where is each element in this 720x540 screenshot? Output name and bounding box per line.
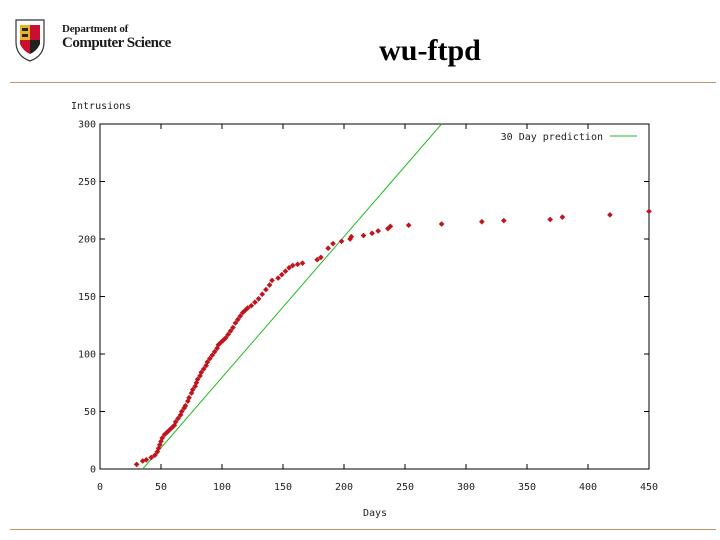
y-tick-label: 50 (84, 407, 96, 418)
data-point (209, 352, 216, 358)
data-point (200, 366, 207, 372)
slide-header: Department of Computer Science wu-ftpd (0, 0, 720, 84)
data-point (263, 286, 269, 293)
data-point (282, 268, 289, 275)
data-point (259, 291, 266, 298)
data-point (133, 461, 140, 468)
data-point (500, 217, 507, 224)
data-point (194, 376, 201, 383)
data-point (646, 208, 652, 215)
footer-divider (10, 529, 716, 530)
data-point (186, 394, 192, 401)
x-tick-label: 50 (155, 482, 167, 493)
data-point (159, 435, 166, 441)
department-line-2: Computer Science (62, 35, 171, 51)
data-point (227, 328, 234, 334)
data-point (198, 369, 205, 376)
data-point (559, 214, 566, 220)
x-tick-label: 300 (457, 482, 475, 493)
x-tick-label: 150 (274, 482, 292, 493)
data-point (172, 419, 179, 425)
x-tick-label: 200 (335, 482, 353, 493)
data-point (338, 238, 345, 245)
data-point (232, 320, 239, 326)
x-tick-label: 0 (97, 482, 103, 493)
data-point (222, 335, 229, 341)
data-point (278, 271, 285, 278)
x-axis-label: Days (363, 508, 387, 519)
data-point (266, 282, 273, 288)
x-tick-label: 100 (213, 482, 231, 493)
y-tick-label: 150 (78, 292, 96, 303)
data-point (286, 264, 292, 271)
data-point (235, 316, 241, 323)
data-point (182, 402, 189, 409)
university-seal-icon (15, 19, 45, 62)
y-tick-label: 200 (78, 235, 96, 246)
data-point (211, 348, 218, 355)
data-point (375, 228, 381, 234)
data-point (225, 331, 231, 338)
slide-title: wu-ftpd (379, 34, 481, 67)
data-point (188, 390, 195, 396)
department-line-1: Department of (62, 23, 129, 35)
data-point (248, 302, 255, 309)
data-point (197, 373, 203, 379)
data-point (203, 362, 209, 369)
department-logo-text: Department of Computer Science (62, 24, 171, 51)
y-tick-label: 0 (90, 465, 96, 476)
data-point (148, 454, 155, 461)
data-point (387, 223, 394, 230)
y-tick-label: 300 (78, 120, 96, 131)
data-point (214, 345, 220, 352)
data-point (547, 216, 554, 223)
data-point (330, 240, 336, 247)
data-point (252, 299, 258, 306)
data-point (275, 275, 281, 281)
data-point (479, 218, 485, 225)
data-point (154, 448, 161, 455)
x-tick-label: 350 (518, 482, 536, 493)
x-tick-label: 450 (640, 482, 658, 493)
data-point (348, 233, 355, 240)
data-point (193, 379, 200, 386)
data-point (237, 313, 244, 319)
data-point (156, 442, 163, 448)
data-point (269, 277, 275, 284)
data-point (175, 415, 181, 422)
legend-label: 30 Day prediction (501, 132, 603, 143)
x-tick-label: 400 (579, 482, 597, 493)
data-point (369, 230, 375, 237)
data-point (317, 254, 324, 261)
data-point (152, 452, 158, 459)
y-tick-label: 250 (78, 177, 96, 188)
data-point (255, 295, 262, 302)
data-point (299, 260, 306, 266)
plot-frame (99, 123, 650, 470)
data-point (294, 261, 301, 268)
prediction-line (142, 123, 442, 470)
data-point (204, 359, 211, 365)
data-point (314, 256, 320, 263)
data-point (206, 355, 213, 362)
data-point (244, 305, 251, 311)
data-point (230, 324, 236, 331)
data-point (143, 456, 150, 463)
y-tick-label: 100 (78, 350, 96, 361)
data-point (178, 408, 185, 415)
data-point (189, 386, 196, 393)
x-tick-label: 250 (396, 482, 414, 493)
data-point (289, 262, 296, 269)
data-point (360, 232, 367, 239)
header-divider (10, 82, 716, 83)
data-point (607, 212, 613, 218)
data-point (325, 245, 331, 252)
y-axis-label: Intrusions (71, 101, 131, 112)
data-point (438, 221, 445, 227)
data-point (405, 222, 412, 229)
